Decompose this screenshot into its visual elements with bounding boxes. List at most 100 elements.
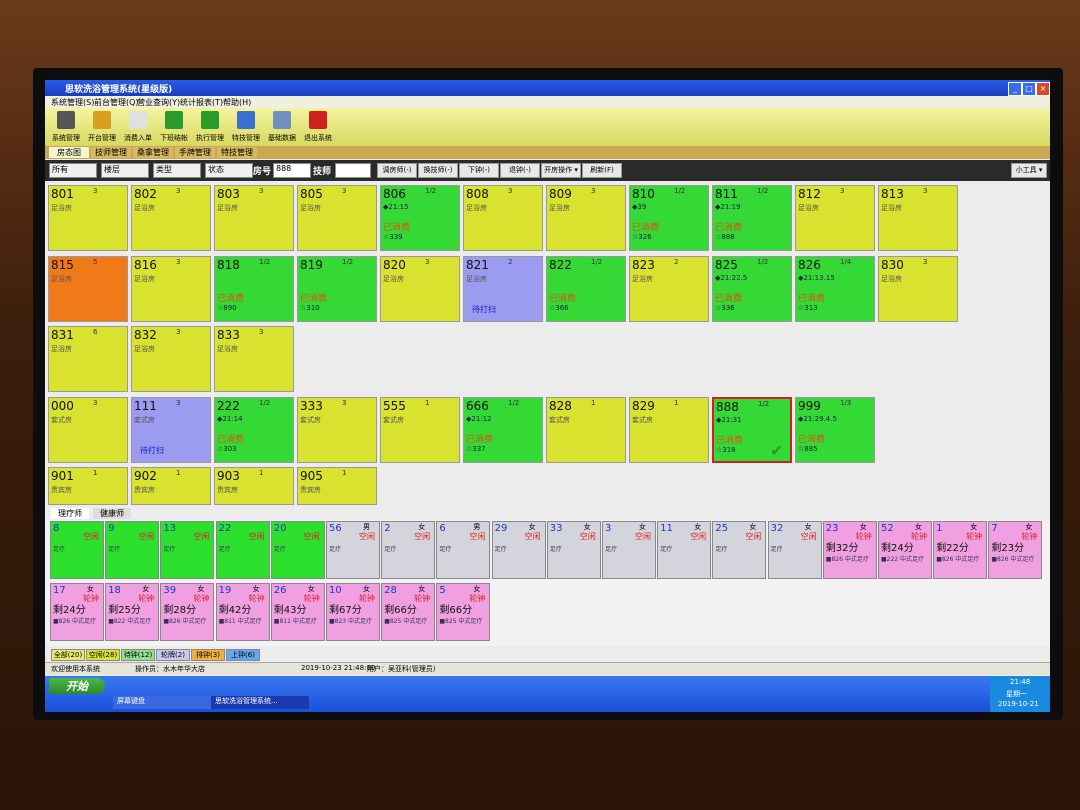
tech-tile[interactable]: 26 女轮钟 剩43分 ■811 中式足疗 — [270, 583, 325, 641]
legend-item[interactable]: 轮牌(2) — [156, 649, 190, 661]
toolbar-icon[interactable] — [57, 111, 75, 129]
tech-tile[interactable]: 28 女轮钟 剩66分 ■825 中式足疗 — [381, 583, 436, 641]
room-tile[interactable]: 826 1/4 ◆21:13.15 已消费 ☆313 — [795, 256, 875, 322]
filter-button[interactable]: 调房师(-) — [377, 163, 417, 178]
tech-tile[interactable]: 56 男空闲 足疗 — [326, 521, 380, 579]
room-tile[interactable]: 820 3 足浴房 — [380, 256, 460, 322]
tools-button[interactable]: 小工具 ▾ — [1011, 163, 1047, 178]
legend-item[interactable]: 上钟(6) — [226, 649, 260, 661]
room-tile[interactable]: 818 1/2 已消费 ☆890 — [214, 256, 294, 322]
start-button[interactable]: 开始 — [49, 678, 105, 694]
toolbar-icon[interactable] — [93, 111, 111, 129]
room-tile[interactable]: 812 3 足浴房 — [795, 185, 875, 251]
task-button[interactable]: 思软洗浴管理系统... — [211, 696, 309, 709]
menu-item[interactable]: 系统管理(S) — [51, 98, 95, 107]
filter-select[interactable]: 状态 — [205, 163, 253, 178]
window-button[interactable]: □ — [1022, 82, 1036, 96]
room-tile[interactable]: 111 3 套式房 待打扫 — [131, 397, 211, 463]
toolbar-label[interactable]: 退出系统 — [304, 134, 332, 142]
room-tile[interactable]: 810 1/2 ◆39 已消费 ☆326 — [629, 185, 709, 251]
tech-tile[interactable]: 29 女空闲 足疗 — [491, 521, 546, 579]
room-tile[interactable]: 815 5 足浴房 — [48, 256, 128, 322]
tech-tile[interactable]: 1 女轮钟 剩22分 ■826 中式足疗 — [933, 521, 988, 579]
legend-item[interactable]: 待钟(12) — [121, 649, 155, 661]
menu-item[interactable]: 统计报表(T) — [180, 98, 224, 107]
tech-tile[interactable]: 39 女轮钟 剩28分 ■826 中式足疗 — [160, 583, 215, 641]
tech-input[interactable] — [335, 163, 371, 178]
toolbar-icon[interactable] — [237, 111, 255, 129]
tech-tile[interactable]: 23 女轮钟 剩32分 ■826 中式足疗 — [822, 521, 877, 579]
tech-tab[interactable]: 健康师 — [93, 508, 131, 519]
tab[interactable]: 桑拿管理 — [133, 147, 173, 158]
legend-item[interactable]: 空闲(28) — [86, 649, 120, 661]
room-tile[interactable]: 830 3 足浴房 — [878, 256, 958, 322]
tech-tile[interactable]: 13 空闲 足疗 — [160, 521, 215, 579]
room-tile[interactable]: 333 3 套式房 — [297, 397, 377, 463]
tab[interactable]: 手牌管理 — [175, 147, 215, 158]
room-tile[interactable]: 801 3 足浴房 — [48, 185, 128, 251]
toolbar-icon[interactable] — [201, 111, 219, 129]
tech-tile[interactable]: 9 空闲 足疗 — [105, 521, 160, 579]
tab[interactable]: 技师管理 — [91, 147, 131, 158]
tech-tile[interactable]: 22 空闲 足疗 — [215, 521, 270, 579]
room-tile[interactable]: 999 1/3 ◆21:29.4.5 已消费 ☆885 — [795, 397, 875, 463]
tech-tab[interactable]: 理疗师 — [51, 508, 89, 519]
room-tile[interactable]: 901 1 贵宾房 — [48, 467, 128, 505]
room-tile[interactable]: 829 1 套式房 — [629, 397, 709, 463]
toolbar-icon[interactable] — [165, 111, 183, 129]
room-tile[interactable]: 555 1 套式房 — [380, 397, 460, 463]
filter-select[interactable]: 类型 — [153, 163, 201, 178]
window-button[interactable]: _ — [1008, 82, 1022, 96]
tech-tile[interactable]: 10 女轮钟 剩67分 ■823 中式足疗 — [326, 583, 380, 641]
room-tile[interactable]: 888 1/2 ◆21:31 已消费 ☆318 ✔ — [712, 397, 792, 463]
room-tile[interactable]: 806 1/2 ◆21:15 已消费 ☆339 — [380, 185, 460, 251]
room-tile[interactable]: 805 3 足浴房 — [297, 185, 377, 251]
room-tile[interactable]: 811 1/2 ◆21:19 已消费 ☆888 — [712, 185, 792, 251]
toolbar-label[interactable]: 特技管理 — [232, 134, 260, 142]
toolbar-label[interactable]: 下班结帐 — [160, 134, 188, 142]
window-button[interactable]: × — [1036, 82, 1050, 96]
toolbar-icon[interactable] — [273, 111, 291, 129]
tab[interactable]: 特技管理 — [217, 147, 257, 158]
legend-item[interactable]: 全部(20) — [51, 649, 85, 661]
tech-tile[interactable]: 20 空闲 足疗 — [270, 521, 325, 579]
menu-item[interactable]: 帮助(H) — [223, 98, 252, 107]
room-tile[interactable]: 821 2 足浴房 待打扫 — [463, 256, 543, 322]
toolbar-label[interactable]: 基础数据 — [268, 134, 296, 142]
filter-select[interactable]: 所有 — [49, 163, 97, 178]
tech-tile[interactable]: 32 女空闲 足疗 — [767, 521, 822, 579]
tech-tile[interactable]: 33 女空闲 足疗 — [546, 521, 601, 579]
tech-tile[interactable]: 7 女轮钟 剩23分 ■826 中式足疗 — [988, 521, 1043, 579]
room-tile[interactable]: 809 3 足浴房 — [546, 185, 626, 251]
room-tile[interactable]: 903 1 贵宾房 — [214, 467, 294, 505]
tech-tile[interactable]: 3 女空闲 足疗 — [602, 521, 656, 579]
room-tile[interactable]: 803 3 足浴房 — [214, 185, 294, 251]
task-button[interactable]: 屏幕键盘 — [113, 696, 211, 709]
room-tile[interactable]: 833 3 足浴房 — [214, 326, 294, 392]
tech-tile[interactable]: 19 女轮钟 剩42分 ■811 中式足疗 — [215, 583, 270, 641]
tech-tile[interactable]: 52 女轮钟 剩24分 ■222 中式足疗 — [878, 521, 932, 579]
room-tile[interactable]: 816 3 足浴房 — [131, 256, 211, 322]
room-input[interactable]: 888 — [273, 163, 311, 178]
menu-item[interactable]: 营业查询(Y) — [137, 98, 181, 107]
room-tile[interactable]: 905 1 贵宾房 — [297, 467, 377, 505]
room-tile[interactable]: 825 1/2 ◆21:22.5 已消费 ☆336 — [712, 256, 792, 322]
room-tile[interactable]: 813 3 足浴房 — [878, 185, 958, 251]
room-tile[interactable]: 802 3 足浴房 — [131, 185, 211, 251]
filter-select[interactable]: 楼层 — [101, 163, 149, 178]
room-tile[interactable]: 822 1/2 已消费 ☆366 — [546, 256, 626, 322]
toolbar-label[interactable]: 执行管理 — [196, 134, 224, 142]
tech-tile[interactable]: 2 女空闲 足疗 — [381, 521, 436, 579]
room-tile[interactable]: 832 3 足浴房 — [131, 326, 211, 392]
filter-button[interactable]: 退钟(-) — [500, 163, 540, 178]
room-tile[interactable]: 819 1/2 已消费 ☆310 — [297, 256, 377, 322]
toolbar-icon[interactable] — [129, 111, 147, 129]
filter-button[interactable]: 开房操作 ▾ — [541, 163, 581, 178]
room-tile[interactable]: 000 3 套式房 — [48, 397, 128, 463]
tech-tile[interactable]: 5 女轮钟 剩66分 ■825 中式足疗 — [436, 583, 491, 641]
room-tile[interactable]: 902 1 贵宾房 — [131, 467, 211, 505]
room-tile[interactable]: 828 1 套式房 — [546, 397, 626, 463]
toolbar-icon[interactable] — [309, 111, 327, 129]
tab[interactable]: 房态图 — [49, 147, 89, 158]
tech-tile[interactable]: 8 空闲 足疗 — [50, 521, 104, 579]
